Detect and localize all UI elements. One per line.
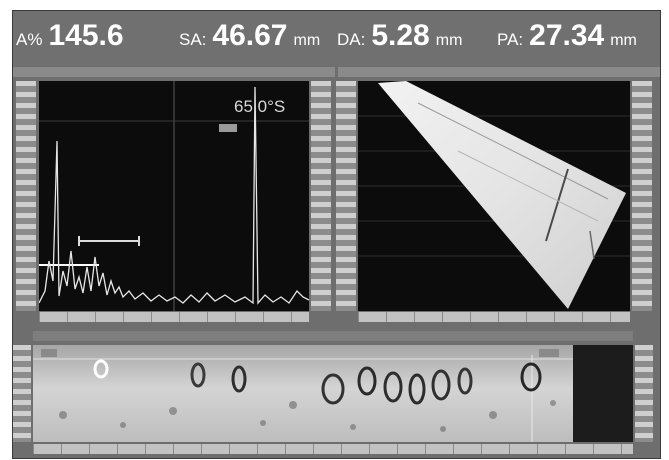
readout-depth: DA: 5.28 mm (337, 19, 462, 53)
sscan-reflector (457, 150, 599, 222)
indication (408, 373, 426, 405)
sscan-plot (358, 81, 630, 309)
indication (520, 362, 542, 392)
cscan-bottom-ruler (33, 444, 633, 454)
sscan-right-ruler (632, 81, 652, 311)
indication (357, 366, 377, 396)
indication (383, 371, 403, 403)
readout-unit: mm (435, 32, 463, 49)
sscan-reflector (417, 102, 609, 200)
readout-value: 27.34 (529, 19, 605, 52)
readout-sound-path: SA: 46.67 mm (179, 19, 320, 53)
readout-value: 145.6 (48, 19, 124, 52)
sscan-status-strip (338, 67, 660, 77)
readout-amplitude: A% 145.6 (16, 19, 124, 53)
sscan-view[interactable] (358, 81, 630, 311)
readout-bar: A% 145.6 SA: 46.67 mm DA: 5.28 mm PA: 27.34 mm (13, 11, 660, 66)
cscan-indications (93, 359, 542, 405)
readout-label: SA: (179, 30, 207, 49)
indication (93, 359, 109, 379)
cscan-tag[interactable] (539, 349, 559, 357)
cscan-noise (59, 400, 556, 432)
sscan-fan-image (378, 81, 626, 309)
ascan-angle-label: 65.0°S (234, 97, 286, 116)
ascan-signal-trace (38, 86, 310, 305)
readout-value: 46.67 (212, 19, 288, 52)
sscan-reflector (589, 230, 595, 260)
cscan-end-block (573, 345, 633, 442)
readout-label: PA: (497, 30, 524, 49)
readout-unit: mm (610, 32, 637, 49)
ut-instrument-screen: A% 145.6 SA: 46.67 mm DA: 5.28 mm PA: 27.34 mm … (12, 10, 661, 459)
cscan-background (33, 345, 573, 442)
cscan-tag[interactable] (41, 349, 57, 357)
sscan-left-ruler (336, 81, 356, 311)
cscan-status-strip (33, 331, 633, 341)
sscan-bottom-ruler (358, 312, 630, 322)
ascan-plot (38, 81, 310, 311)
ascan-bottom-ruler (39, 312, 309, 322)
readout-label: DA: (337, 30, 366, 49)
ascan-left-ruler (16, 81, 36, 311)
cscan-plot (33, 345, 633, 442)
readout-value: 5.28 (371, 19, 430, 52)
readout-label: A% (16, 30, 43, 49)
ascan-right-ruler (311, 81, 331, 311)
readout-unit: mm (293, 32, 321, 49)
sscan-reflector (545, 168, 569, 242)
cscan-left-ruler (13, 345, 31, 442)
indication (190, 362, 206, 388)
ascan-view[interactable]: 65.0°S (38, 81, 310, 311)
indication (231, 365, 247, 393)
indication (431, 369, 451, 401)
cscan-right-ruler (635, 345, 653, 442)
indication (321, 373, 345, 405)
readout-projection: PA: 27.34 mm (497, 19, 637, 53)
ascan-status-strip (13, 67, 335, 77)
gate-flag[interactable] (219, 124, 237, 132)
indication (457, 367, 473, 395)
cscan-view[interactable] (33, 345, 633, 442)
